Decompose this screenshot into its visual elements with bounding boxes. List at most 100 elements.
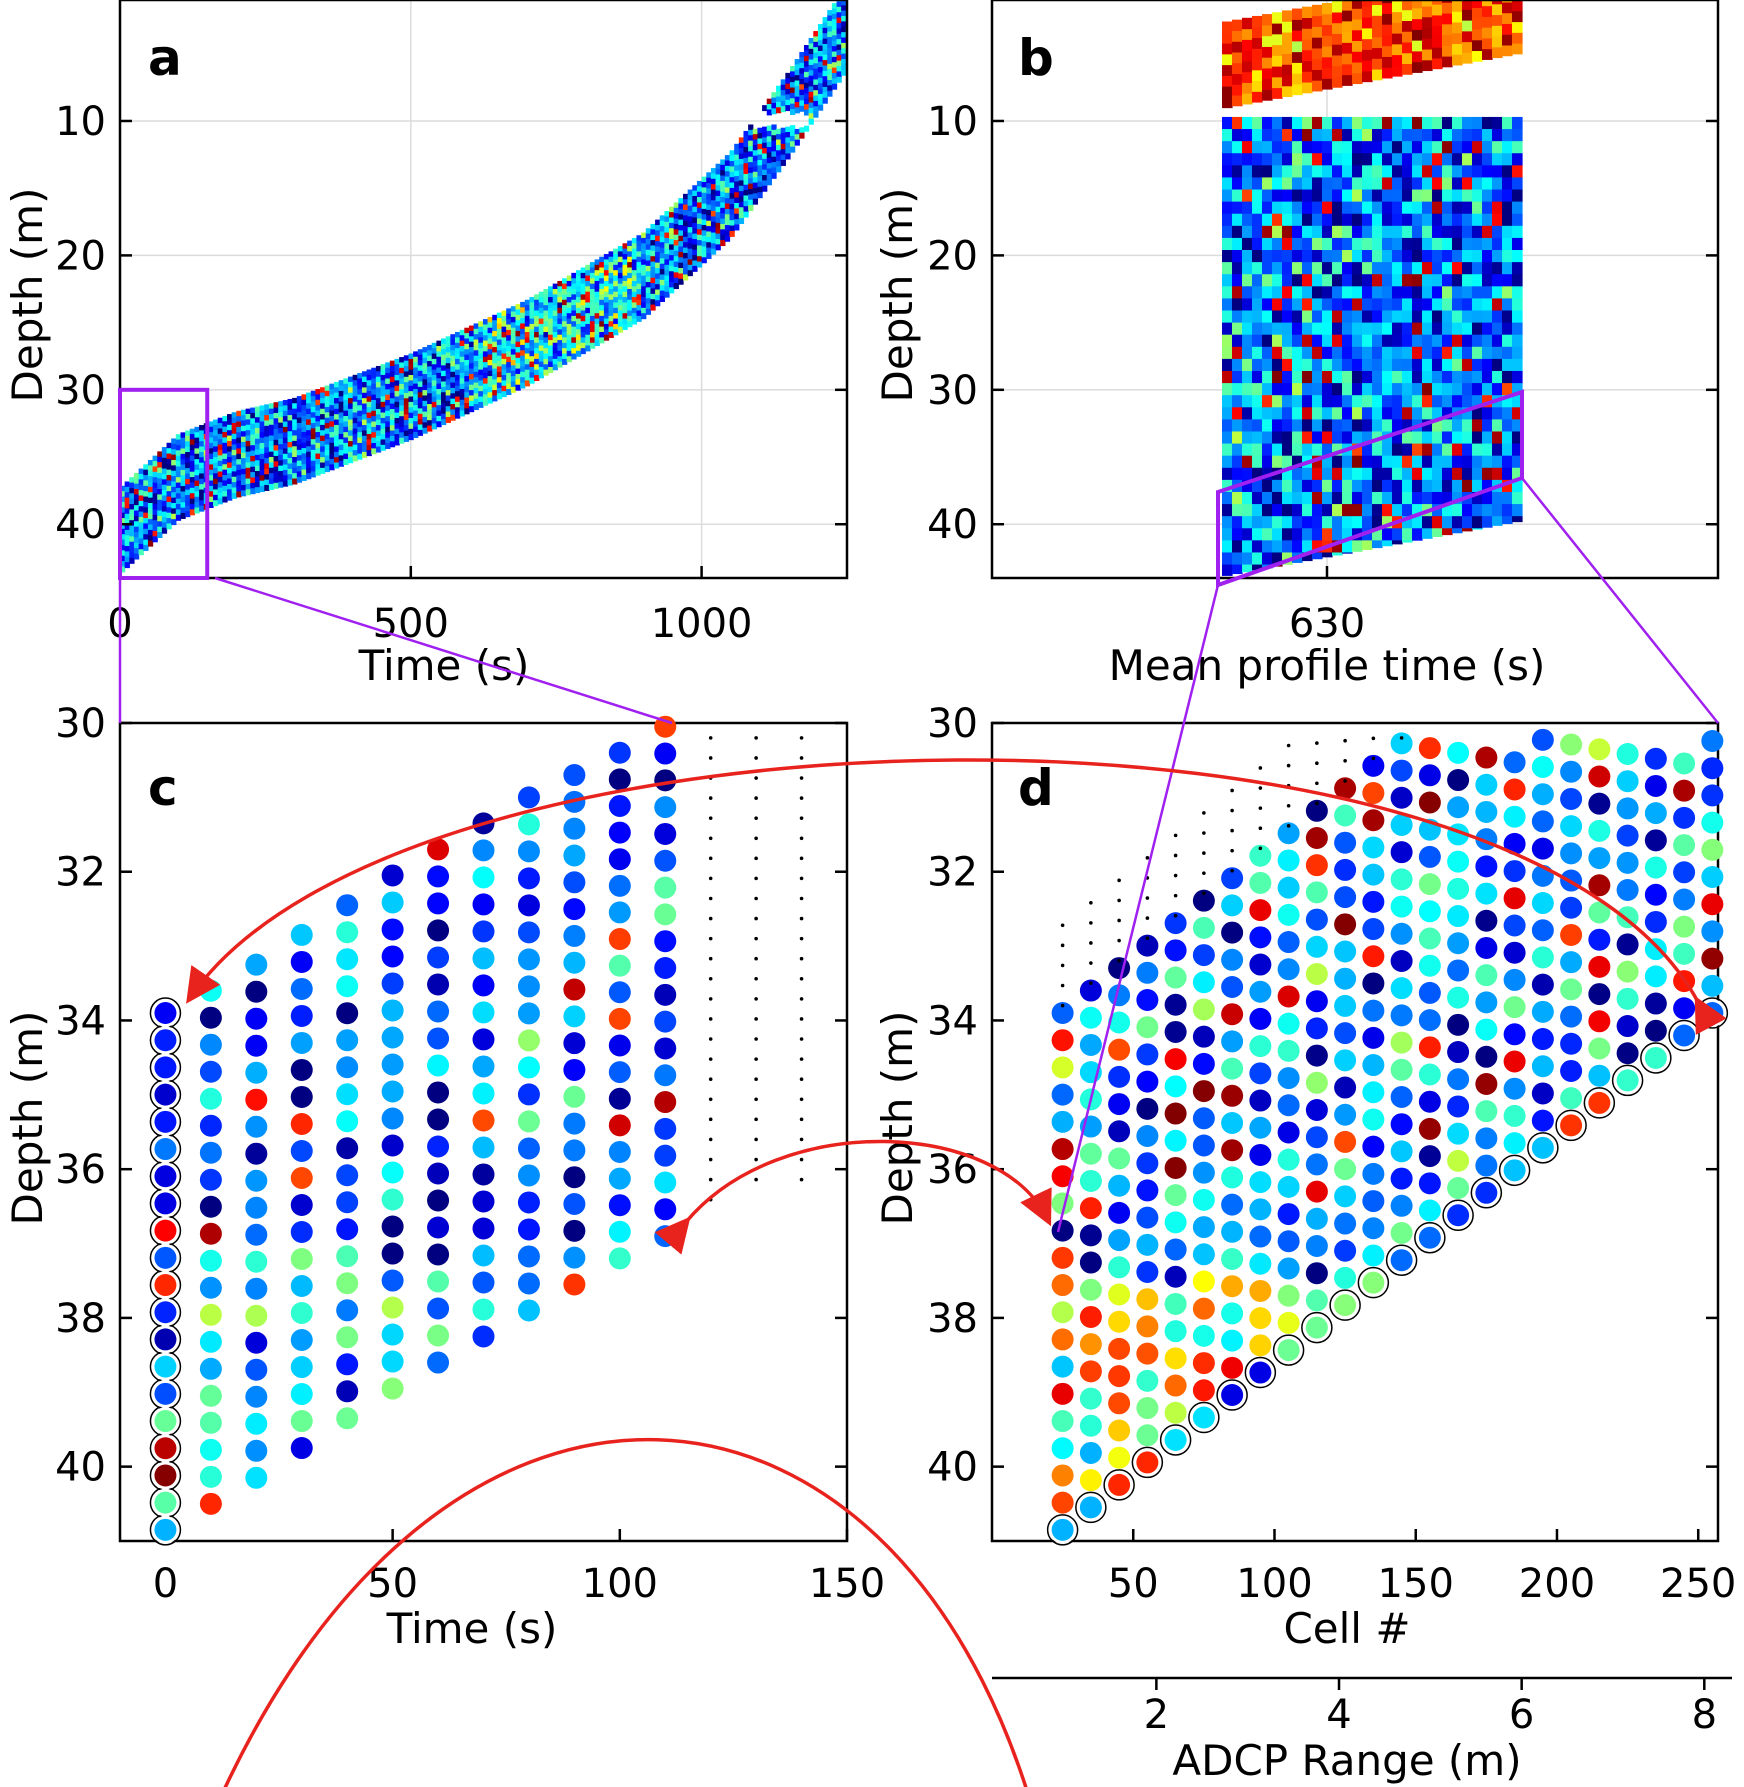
- heatmap-cell: [1462, 201, 1473, 215]
- scatter-point: [1305, 1262, 1328, 1285]
- heatmap-cell: [799, 52, 805, 58]
- heatmap-cell: [287, 404, 293, 411]
- heatmap-cell: [166, 480, 172, 487]
- scatter-point: [290, 1410, 313, 1433]
- heatmap-cell: [1322, 346, 1333, 360]
- heatmap-cell: [1332, 213, 1343, 227]
- heatmap-cell: [315, 453, 321, 460]
- y-tick-label: 40: [927, 1445, 978, 1491]
- heatmap-cell: [748, 199, 754, 206]
- heatmap-cell: [1372, 58, 1383, 70]
- heatmap-cell: [1332, 33, 1343, 45]
- heatmap-cell: [189, 482, 196, 489]
- scatter-point: [245, 1250, 268, 1273]
- scatter-point: [608, 1247, 631, 1270]
- scatter-point: [1701, 757, 1724, 780]
- dotted-marker: [708, 916, 713, 921]
- heatmap-cell: [1382, 141, 1393, 154]
- heatmap-cell: [236, 421, 242, 428]
- heatmap-cell: [120, 539, 126, 546]
- heatmap-cell: [748, 145, 754, 152]
- heatmap-cell: [1402, 419, 1413, 433]
- heatmap-cell: [450, 382, 456, 389]
- heatmap-cell: [1262, 322, 1273, 336]
- scatter-point: [1334, 1049, 1357, 1072]
- heatmap-cell: [240, 452, 247, 459]
- heatmap-cell: [1402, 370, 1413, 384]
- scatter-point: [1588, 955, 1611, 978]
- scatter-point: [1136, 1152, 1159, 1175]
- scatter-point: [1616, 987, 1639, 1010]
- heatmap-cell: [473, 404, 479, 411]
- heatmap-cell: [231, 460, 237, 467]
- heatmap-cell: [478, 332, 484, 338]
- scatter-point: [1305, 1071, 1328, 1094]
- heatmap-cell: [152, 498, 158, 505]
- heatmap-cell: [1442, 370, 1453, 384]
- heatmap-cell: [1472, 50, 1483, 62]
- heatmap-cell: [399, 357, 405, 364]
- heatmap-cell: [622, 307, 628, 314]
- heatmap-cell: [199, 457, 205, 464]
- scatter-point: [1164, 1075, 1187, 1098]
- heatmap-cell: [310, 412, 317, 419]
- heatmap-cell: [794, 64, 800, 71]
- heatmap-cell: [189, 455, 196, 462]
- scatter-point: [1362, 918, 1385, 941]
- heatmap-cell: [841, 53, 847, 60]
- heatmap-cell: [1482, 27, 1493, 39]
- heatmap-cell: [1362, 38, 1373, 50]
- heatmap-cell: [762, 175, 768, 181]
- heatmap-cell: [436, 383, 442, 390]
- scatter-point: [290, 1004, 313, 1027]
- heatmap-cell: [580, 278, 586, 285]
- scatter-point: [563, 1085, 586, 1108]
- heatmap-cell: [515, 347, 521, 354]
- heatmap-cell: [1312, 129, 1323, 142]
- heatmap-cell: [315, 469, 321, 476]
- y-tick-label: 34: [55, 998, 106, 1044]
- heatmap-cell: [1222, 419, 1233, 433]
- heatmap-cell: [1412, 431, 1423, 445]
- heatmap-cell: [222, 448, 228, 455]
- heatmap-cell: [1222, 504, 1233, 517]
- heatmap-cell: [292, 414, 298, 420]
- heatmap-cell: [287, 420, 293, 427]
- scatter-point: [1051, 1165, 1074, 1188]
- heatmap-cell: [1372, 491, 1383, 505]
- heatmap-cell: [603, 270, 610, 277]
- heatmap-cell: [1282, 298, 1293, 312]
- heatmap-cell: [1392, 528, 1403, 541]
- heatmap-cell: [1262, 57, 1273, 69]
- heatmap-cell: [366, 407, 372, 414]
- heatmap-cell: [659, 279, 665, 286]
- scatter-point: [517, 948, 540, 971]
- heatmap-cell: [1242, 286, 1253, 300]
- heatmap-cell: [380, 385, 386, 392]
- heatmap-cell: [1432, 153, 1443, 166]
- heatmap-cell: [1282, 419, 1293, 433]
- heatmap-cell: [166, 458, 172, 465]
- dotted-marker: [1089, 961, 1093, 965]
- heatmap-cell: [752, 182, 759, 189]
- dotted-marker: [799, 1137, 804, 1142]
- heatmap-cell: [399, 373, 405, 380]
- heatmap-cell: [506, 319, 512, 326]
- heatmap-cell: [213, 467, 219, 474]
- heatmap-cell: [1272, 383, 1283, 396]
- heatmap-cell: [1472, 39, 1483, 52]
- heatmap-cell: [1432, 395, 1443, 408]
- heatmap-cell: [1302, 225, 1313, 239]
- heatmap-cell: [641, 243, 647, 250]
- heatmap-cell: [1352, 431, 1363, 445]
- heatmap-cell: [692, 255, 698, 262]
- heatmap-cell: [1422, 201, 1433, 215]
- heatmap-cell: [1502, 298, 1513, 312]
- heatmap-cell: [1472, 346, 1483, 360]
- scatter-point: [1616, 879, 1639, 902]
- heatmap-cell: [250, 466, 256, 473]
- heatmap-cell: [1362, 455, 1373, 469]
- heatmap-cell: [827, 26, 833, 33]
- heatmap-cell: [650, 299, 656, 306]
- scatter-point: [336, 1380, 359, 1403]
